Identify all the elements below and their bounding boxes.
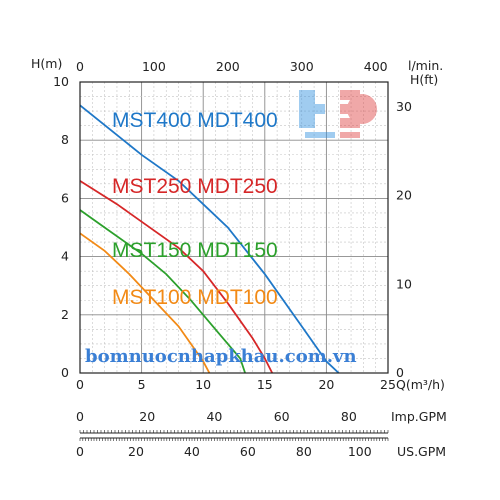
us-gpm-tick-label: 100 <box>348 444 372 459</box>
imp-gpm-tick-label: 40 <box>206 409 222 424</box>
imp-gpm-tick-label: 0 <box>76 409 84 424</box>
us-gpm-tick-label: 40 <box>184 444 200 459</box>
us-gpm-tick-label: 80 <box>296 444 312 459</box>
x-axis-label: Q(m³/h) <box>396 377 445 392</box>
series-labels: MST400 MDT400 MST250 MDT250 MST150 MDT150 M… <box>112 109 278 309</box>
watermark-text: bomnuocnhapkhau.com.vn <box>85 346 357 367</box>
y-left-tick-label: 8 <box>61 132 69 147</box>
x-top-tick-label: 100 <box>142 59 166 74</box>
y-left-tick-label: 10 <box>53 74 69 89</box>
us-gpm-tick-label: 60 <box>240 444 256 459</box>
y-right-tick-label: 30 <box>396 99 412 114</box>
y-right-tick-label: 10 <box>396 276 412 291</box>
y-left-tick-label: 4 <box>61 249 69 264</box>
series-line-3 <box>79 209 246 374</box>
series-curves <box>79 104 340 374</box>
x-top-tick-label: 300 <box>290 59 314 74</box>
x-tick-label: 10 <box>195 377 211 392</box>
x-tick-label: 25 <box>380 377 396 392</box>
imp-gpm-label: Imp.GPM <box>391 409 447 424</box>
plot-frame <box>79 81 389 441</box>
grid <box>79 81 389 374</box>
series-line-2 <box>79 180 274 374</box>
y-axis-left-label: H(m) <box>31 56 62 71</box>
x-axis-top-label: l/min. <box>408 58 443 73</box>
y-left-tick-label: 6 <box>61 190 69 205</box>
logo-icon <box>299 90 377 138</box>
imp-gpm-tick-label: 80 <box>341 409 357 424</box>
x-top-tick-label: 0 <box>76 59 84 74</box>
x-tick-label: 20 <box>318 377 334 392</box>
x-top-tick-label: 200 <box>216 59 240 74</box>
x-tick-label: 15 <box>257 377 273 392</box>
series-line-4 <box>79 232 211 374</box>
y-right-tick-label: 20 <box>396 188 412 203</box>
series-label-4: MST100 MDT100 <box>112 286 278 309</box>
us-gpm-tick-label: 0 <box>76 444 84 459</box>
series-label-2: MST250 MDT250 <box>112 175 278 198</box>
series-line-1 <box>79 104 340 374</box>
us-gpm-tick-label: 20 <box>128 444 144 459</box>
us-gpm-label: US.GPM <box>397 444 446 459</box>
y-right-tick-label: 0 <box>396 365 404 380</box>
series-label-3: MST150 MDT150 <box>112 239 278 262</box>
plot-border <box>79 81 389 374</box>
y-left-tick-label: 0 <box>61 365 69 380</box>
axis-labels: H(m) H(ft) l/min. Q(m³/h) Imp.GPM US.GPM <box>31 56 447 459</box>
imp-gpm-tick-label: 60 <box>274 409 290 424</box>
imp-gpm-tick-label: 20 <box>139 409 155 424</box>
x-tick-label: 0 <box>76 377 84 392</box>
x-tick-label: 5 <box>138 377 146 392</box>
y-left-tick-label: 2 <box>61 307 69 322</box>
y-axis-right-label: H(ft) <box>410 72 438 87</box>
x-top-tick-label: 400 <box>364 59 388 74</box>
series-label-1: MST400 MDT400 <box>112 109 278 132</box>
